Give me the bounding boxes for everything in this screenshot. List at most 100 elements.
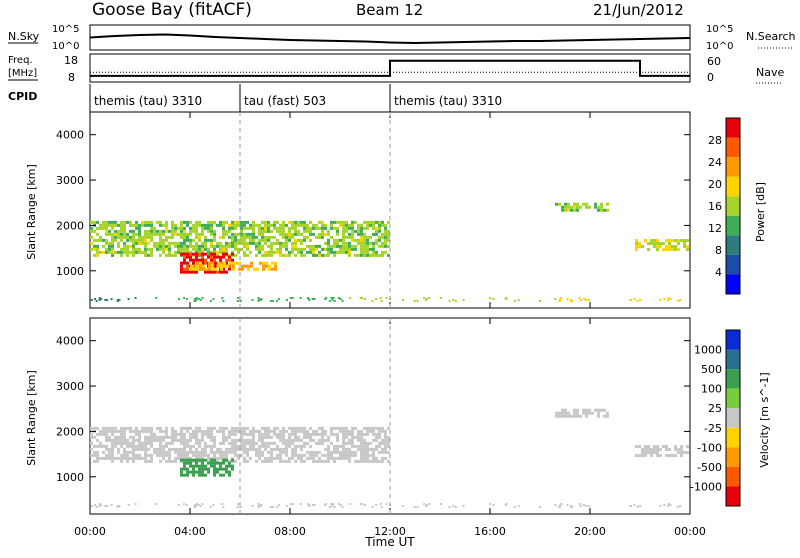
heatmap-cell: [279, 429, 282, 433]
heatmap-cell: [381, 235, 384, 239]
heatmap-cell: [189, 456, 192, 460]
heatmap-cell: [659, 245, 662, 249]
heatmap-cell: [270, 435, 273, 439]
heatmap-cell: [168, 229, 171, 233]
heatmap-cell: [147, 429, 150, 433]
heatmap-cell: [96, 250, 99, 254]
heatmap-cell: [249, 447, 252, 451]
heatmap-cell: [428, 503, 431, 505]
heatmap-cell: [120, 426, 123, 430]
heatmap-cell: [294, 444, 297, 448]
heatmap-cell: [267, 238, 270, 242]
heatmap-cell: [177, 241, 180, 245]
heatmap-cell: [189, 232, 192, 236]
heatmap-cell: [327, 453, 330, 457]
heatmap-cell: [236, 300, 239, 302]
heatmap-cell: [144, 429, 147, 433]
heatmap-cell: [99, 235, 102, 239]
heatmap-cell: [225, 261, 228, 265]
heatmap-cell: [327, 241, 330, 245]
heatmap-cell: [165, 220, 168, 224]
heatmap-cell: [564, 208, 567, 212]
heatmap-cell: [237, 453, 240, 457]
heatmap-cell: [360, 453, 363, 457]
heatmap-cell: [120, 441, 123, 445]
heatmap-cell: [300, 232, 303, 236]
heatmap-cell: [303, 444, 306, 448]
heatmap-cell: [225, 229, 228, 233]
heatmap-cell: [135, 241, 138, 245]
heatmap-cell: [327, 238, 330, 242]
heatmap-cell: [285, 299, 288, 301]
heatmap-cell: [214, 267, 217, 271]
heatmap-cell: [378, 235, 381, 239]
heatmap-cell: [132, 450, 135, 454]
heatmap-cell: [357, 432, 360, 436]
heatmap-cell: [327, 244, 330, 248]
heatmap-cell: [342, 450, 345, 454]
heatmap-cell: [378, 435, 381, 439]
heatmap-cell: [264, 456, 267, 460]
heatmap-cell: [144, 250, 147, 254]
heatmap-cell: [668, 242, 671, 246]
heatmap-cell: [159, 441, 162, 445]
heatmap-cell: [348, 456, 351, 460]
heatmap-cell: [255, 447, 258, 451]
heatmap-cell: [114, 235, 117, 239]
heatmap-cell: [647, 248, 650, 252]
heatmap-cell: [312, 438, 315, 442]
heatmap-cell: [192, 435, 195, 439]
heatmap-cell: [108, 250, 111, 254]
heatmap-cell: [333, 506, 336, 508]
heatmap-cell: [662, 445, 665, 449]
heatmap-cell: [359, 297, 362, 299]
heatmap-cell: [201, 252, 204, 256]
heatmap-cell: [318, 432, 321, 436]
heatmap-cell: [327, 247, 330, 251]
heatmap-cell: [222, 506, 225, 508]
heatmap-cell: [189, 255, 192, 259]
heatmap-cell: [300, 238, 303, 242]
heatmap-cell: [186, 467, 189, 471]
heatmap-cell: [213, 250, 216, 254]
heatmap-cell: [198, 464, 201, 468]
heatmap-cell: [183, 503, 186, 505]
heatmap-cell: [306, 441, 309, 445]
heatmap-cell: [111, 238, 114, 242]
heatmap-cell: [279, 459, 282, 463]
heatmap-cell: [306, 503, 309, 505]
heatmap-cell: [144, 253, 147, 257]
heatmap-cell: [517, 299, 520, 301]
heatmap-cell: [129, 229, 132, 233]
heatmap-cell: [240, 447, 243, 451]
heatmap-cell: [369, 223, 372, 227]
heatmap-cell: [264, 426, 267, 430]
heatmap-cell: [192, 473, 195, 477]
heatmap-cell: [258, 232, 261, 236]
heatmap-cell: [183, 226, 186, 230]
heatmap-cell: [165, 229, 168, 233]
heatmap-cell: [234, 453, 237, 457]
heatmap-cell: [178, 298, 181, 300]
heatmap-cell: [102, 429, 105, 433]
heatmap-cell: [576, 414, 579, 418]
heatmap-cell: [221, 503, 224, 505]
heatmap-cell: [639, 505, 642, 507]
heatmap-cell: [303, 432, 306, 436]
heatmap-cell: [321, 435, 324, 439]
heatmap-cell: [384, 441, 387, 445]
heatmap-cell: [578, 503, 581, 505]
heatmap-cell: [186, 453, 189, 457]
heatmap-cell: [114, 444, 117, 448]
heatmap-cell: [288, 444, 291, 448]
heatmap-cell: [276, 229, 279, 233]
heatmap-cell: [336, 444, 339, 448]
heatmap-cell: [600, 202, 603, 206]
heatmap-cell: [213, 467, 216, 471]
heatmap-cell: [492, 298, 495, 300]
heatmap-cell: [195, 456, 198, 460]
heatmap-cell: [325, 503, 328, 505]
heatmap-cell: [250, 264, 253, 268]
heatmap-cell: [667, 297, 670, 299]
heatmap-cell: [674, 448, 677, 452]
